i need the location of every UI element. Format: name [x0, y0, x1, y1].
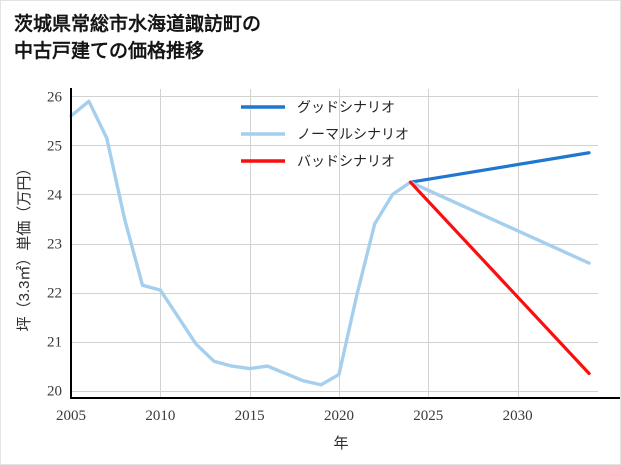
y-tick-label: 20 [47, 384, 62, 400]
axis-lines [69, 88, 620, 400]
y-tick-label: 25 [47, 138, 62, 154]
y-tick-label: 24 [47, 187, 63, 203]
y-tick-label: 26 [47, 89, 63, 105]
x-tick-label: 2005 [56, 408, 86, 424]
y-tick-label: 23 [47, 237, 62, 253]
y-axis-title: 坪（3.3㎡）単価（万円） [16, 161, 33, 332]
y-tick-label: 22 [47, 286, 62, 302]
y-axis-tick-labels: 20 21 22 23 24 25 26 [47, 89, 63, 399]
y-tick-label: 21 [47, 335, 62, 351]
x-tick-label: 2015 [235, 408, 265, 424]
x-axis-title: 年 [333, 435, 348, 452]
page-title: 茨城県常総市水海道諏訪町の 中古戸建ての価格推移 [14, 14, 262, 62]
x-tick-label: 2030 [503, 408, 533, 424]
series-line-ノーマルシナリオ [69, 99, 591, 387]
x-tick-label: 2020 [324, 408, 354, 424]
series-group [69, 99, 591, 387]
legend-label-バッドシナリオ: バッドシナリオ [297, 153, 395, 169]
x-tick-label: 2025 [413, 408, 443, 424]
series-line-バッドシナリオ [408, 180, 591, 376]
legend-label-グッドシナリオ: グッドシナリオ [297, 99, 395, 115]
legend-label-ノーマルシナリオ: ノーマルシナリオ [297, 126, 409, 142]
x-tick-label: 2010 [145, 408, 175, 424]
x-axis-tick-labels: 2005 2010 2015 2020 2025 2030 [56, 408, 533, 424]
series-line-グッドシナリオ [408, 151, 591, 184]
